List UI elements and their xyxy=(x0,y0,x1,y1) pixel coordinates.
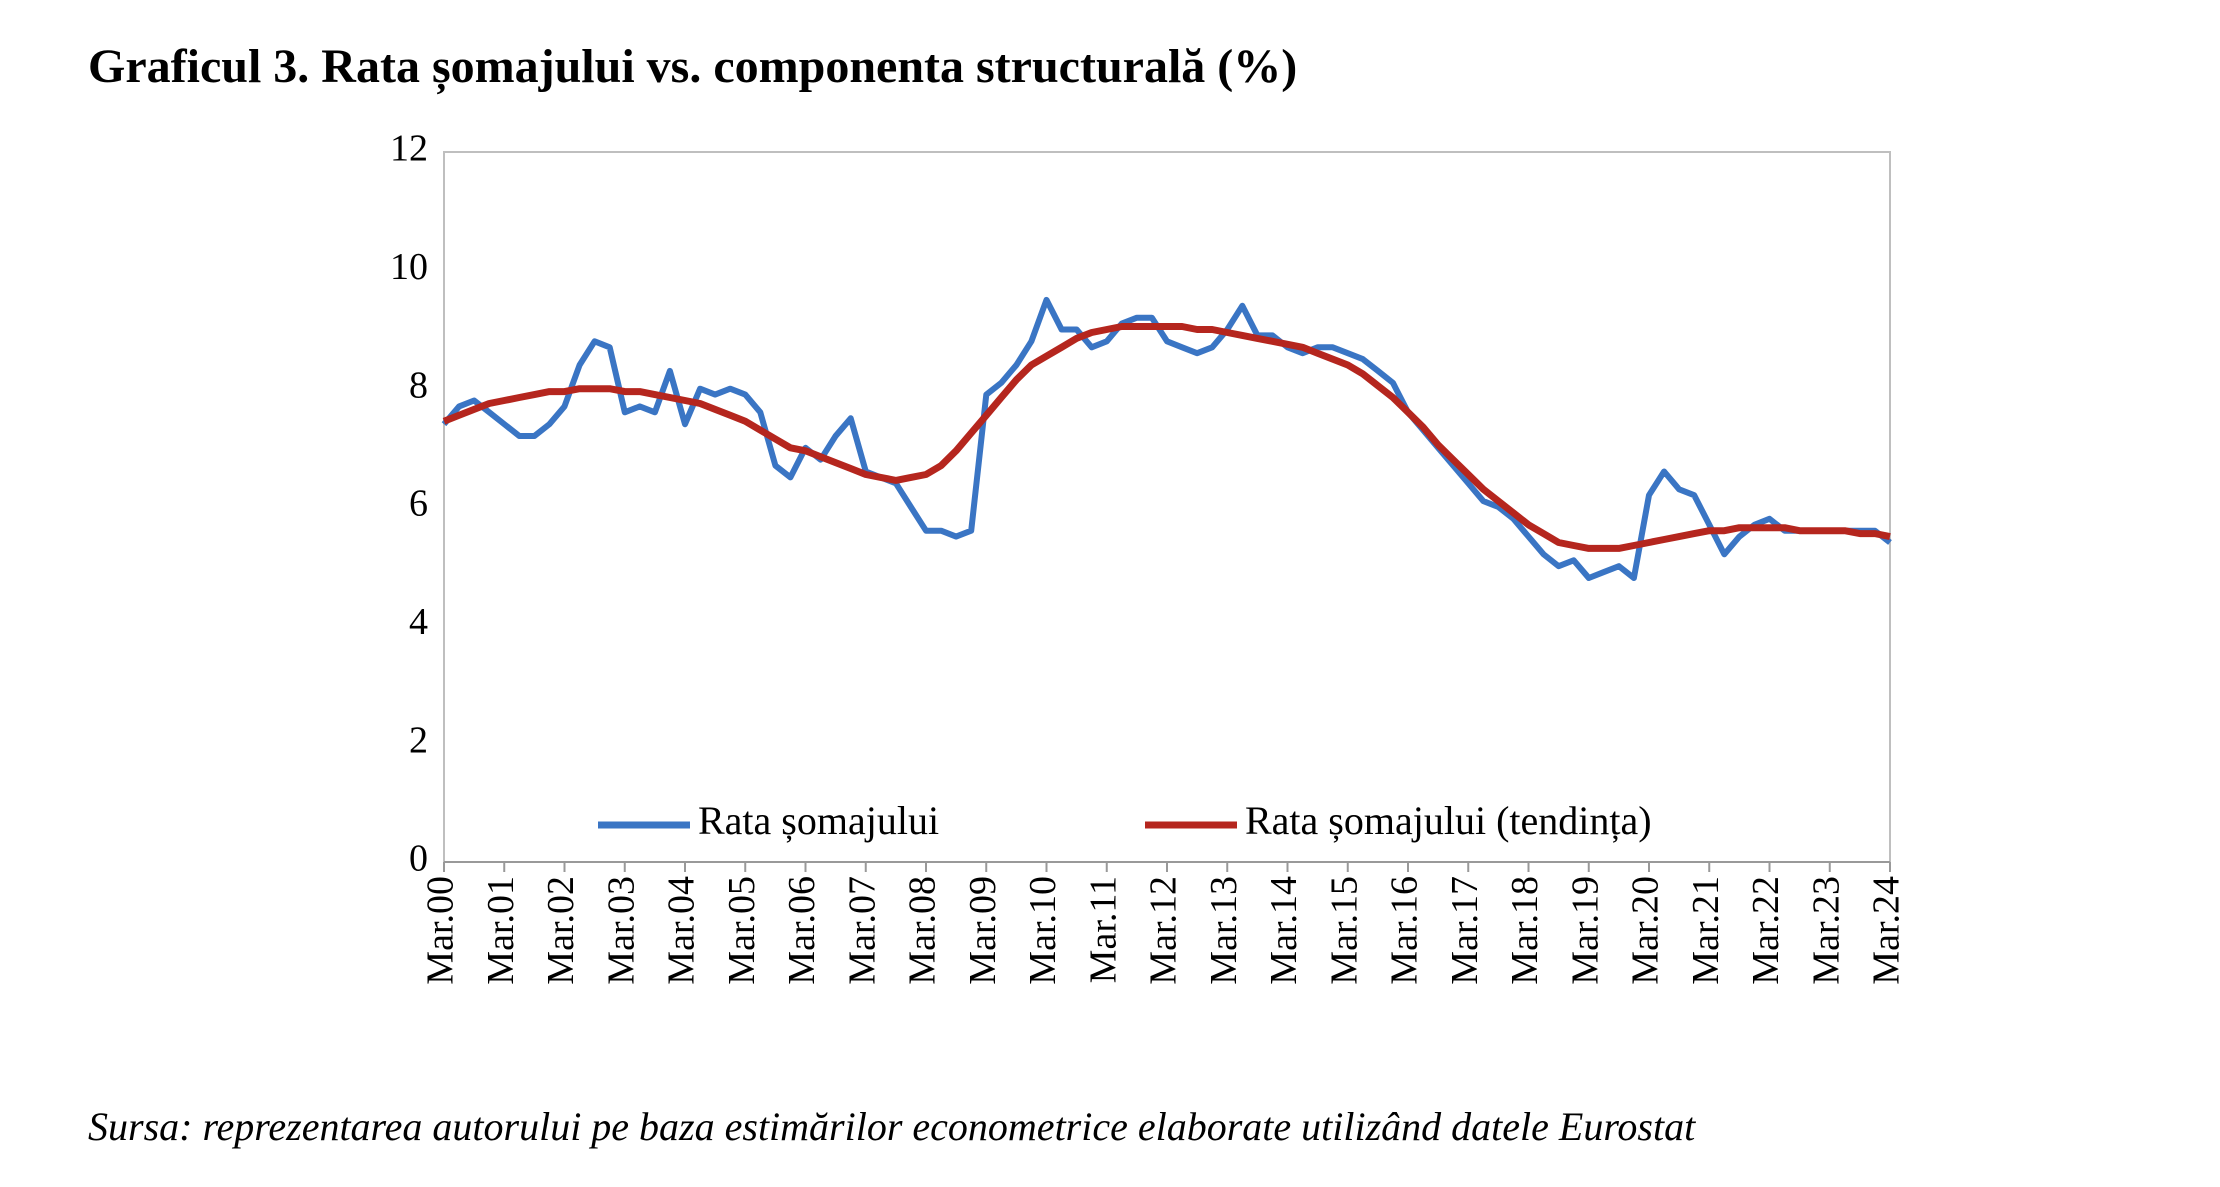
x-tick-label: Mar.09 xyxy=(962,876,1004,985)
x-tick-label: Mar.22 xyxy=(1745,876,1787,985)
y-tick-label: 10 xyxy=(390,246,428,288)
x-tick-label: Mar.17 xyxy=(1444,876,1486,985)
x-tick-label: Mar.18 xyxy=(1504,876,1546,985)
x-tick-label: Mar.15 xyxy=(1323,876,1365,985)
source-note: Sursa: reprezentarea autorului pe baza e… xyxy=(88,1104,1696,1149)
plot-border xyxy=(443,151,1891,863)
x-tick-label: Mar.10 xyxy=(1022,876,1064,985)
x-tick-label: Mar.00 xyxy=(420,876,462,985)
chart-title: Graficul 3. Rata șomajului vs. component… xyxy=(88,40,1297,94)
x-tick-label: Mar.04 xyxy=(661,876,703,985)
x-tick-label: Mar.06 xyxy=(781,876,823,985)
y-tick-label: 6 xyxy=(409,483,428,525)
x-tick-label: Mar.12 xyxy=(1143,876,1185,985)
legend-label: Rata șomajului (tendința) xyxy=(1245,798,1652,843)
y-tick-label: 12 xyxy=(390,128,428,170)
x-tick-label: Mar.24 xyxy=(1866,876,1908,985)
x-tick-label: Mar.13 xyxy=(1203,876,1245,985)
x-tick-label: Mar.21 xyxy=(1685,876,1727,985)
x-tick-label: Mar.19 xyxy=(1564,876,1606,985)
x-tick-label: Mar.14 xyxy=(1263,876,1305,985)
y-tick-label: 8 xyxy=(409,364,428,406)
y-tick-label: 2 xyxy=(409,719,428,761)
y-tick-label: 4 xyxy=(409,601,428,643)
x-tick-label: Mar.02 xyxy=(540,876,582,985)
x-tick-label: Mar.08 xyxy=(902,876,944,985)
x-tick-label: Mar.23 xyxy=(1805,876,1847,985)
x-tick-label: Mar.07 xyxy=(841,876,883,985)
x-tick-label: Mar.16 xyxy=(1384,876,1426,985)
series-line xyxy=(441,296,1892,581)
x-tick-label: Mar.20 xyxy=(1625,876,1667,985)
x-tick-label: Mar.05 xyxy=(721,876,763,985)
legend-label: Rata șomajului xyxy=(698,798,939,843)
x-tick-label: Mar.01 xyxy=(480,876,522,985)
y-tick-label: 0 xyxy=(409,838,428,880)
x-tick-label: Mar.11 xyxy=(1082,876,1124,983)
x-tick-label: Mar.03 xyxy=(600,876,642,985)
series-line xyxy=(442,323,1891,552)
